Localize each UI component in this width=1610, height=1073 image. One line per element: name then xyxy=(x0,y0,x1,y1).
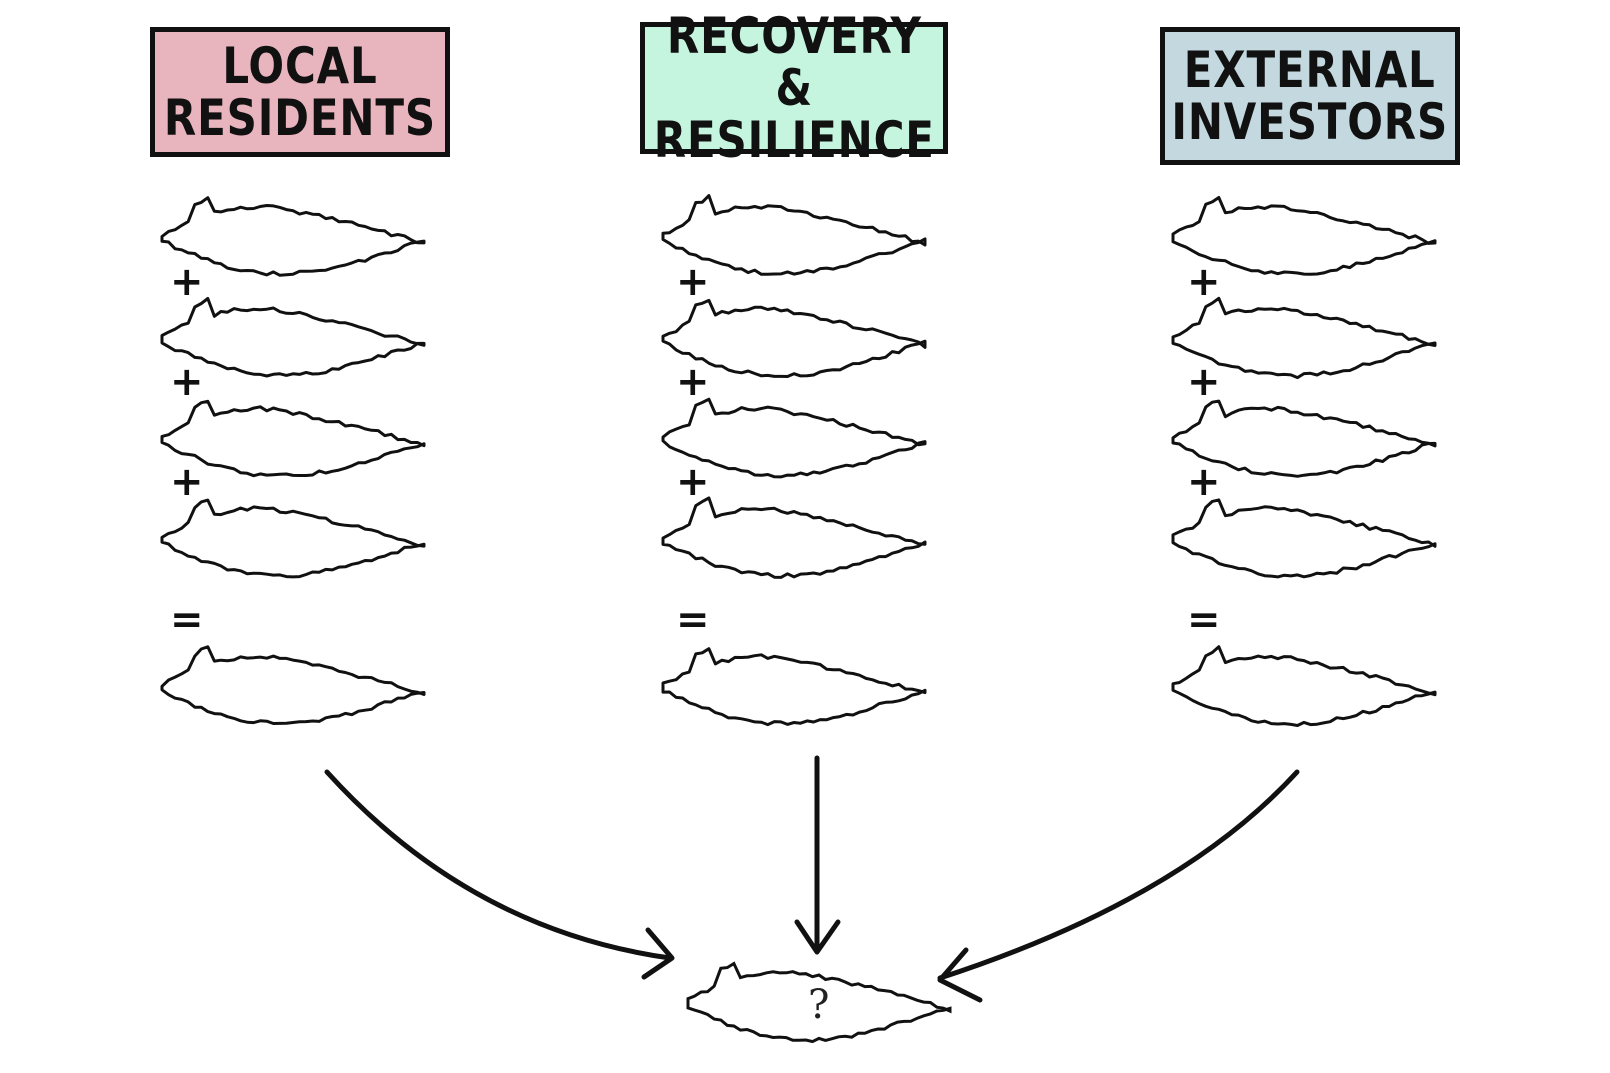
input-blob-column-3-row-3 xyxy=(1171,399,1437,478)
input-blob-column-3-row-2 xyxy=(1171,296,1437,380)
equals-sign-column-2-4: = xyxy=(676,597,710,643)
input-blob-column-1-row-1 xyxy=(160,196,426,277)
arrow-from-external-investors xyxy=(937,769,1300,981)
header-recovery-resilience: RECOVERY & RESILIENCE xyxy=(640,10,948,166)
header-local-residents-label: LOCAL RESIDENTS xyxy=(163,37,437,147)
input-blob-column-2-row-4 xyxy=(661,496,927,579)
input-blob-column-1-row-2 xyxy=(160,297,426,378)
equals-sign-column-1-4: = xyxy=(170,597,204,643)
header-local-residents: LOCAL RESIDENTS xyxy=(150,27,450,157)
final-result-blob xyxy=(686,961,952,1044)
input-blob-column-3-row-4 xyxy=(1171,498,1437,579)
plus-sign-column-2-3: + xyxy=(676,459,710,505)
input-blob-column-3-row-1 xyxy=(1171,196,1437,276)
equals-sign-column-3-4: = xyxy=(1187,597,1221,643)
input-blob-column-2-row-1 xyxy=(661,194,927,276)
input-blob-column-1-row-4 xyxy=(160,498,426,579)
plus-sign-column-3-1: + xyxy=(1187,259,1221,305)
arrow-from-external-investors-head xyxy=(937,947,983,1003)
plus-sign-column-1-1: + xyxy=(170,259,204,305)
input-blob-column-1-row-3 xyxy=(160,399,426,478)
input-blob-column-2-row-3 xyxy=(661,397,927,479)
result-blob-column-1 xyxy=(160,645,426,725)
header-external-investors-label: EXTERNAL INVESTORS xyxy=(1171,41,1449,151)
result-blob-column-3 xyxy=(1171,645,1437,727)
input-blob-column-2-row-2 xyxy=(661,298,927,378)
result-question-mark: ? xyxy=(808,982,830,1028)
arrow-from-recovery-resilience-head xyxy=(794,919,841,955)
arrow-from-local-residents-head xyxy=(641,927,675,980)
header-recovery-resilience-label: RECOVERY & RESILIENCE xyxy=(653,7,935,169)
plus-sign-column-1-2: + xyxy=(170,359,204,405)
header-external-investors: EXTERNAL INVESTORS xyxy=(1160,27,1460,165)
plus-sign-column-3-2: + xyxy=(1187,359,1221,405)
plus-sign-column-3-3: + xyxy=(1187,459,1221,505)
plus-sign-column-1-3: + xyxy=(170,459,204,505)
plus-sign-column-2-2: + xyxy=(676,359,710,405)
plus-sign-column-2-1: + xyxy=(676,259,710,305)
arrow-from-local-residents xyxy=(324,769,673,961)
result-blob-column-2 xyxy=(661,647,927,727)
